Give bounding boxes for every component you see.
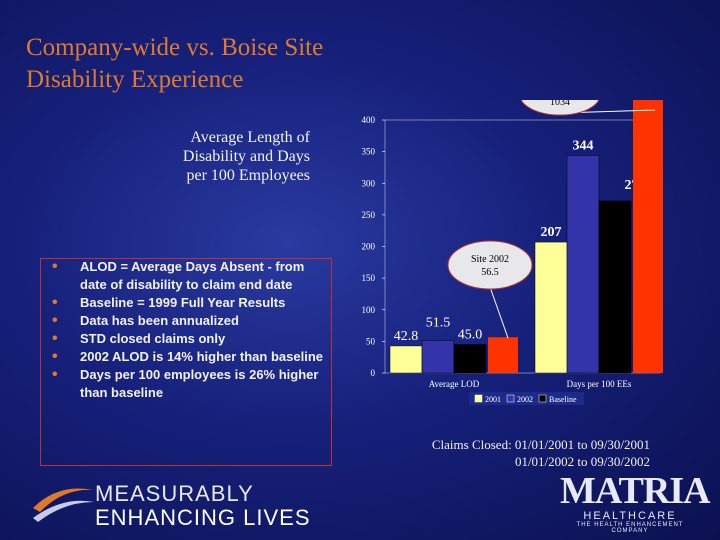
y-tick-label: 150 xyxy=(362,273,376,283)
company-logo: MATRIA HEALTHCARE THE HEALTH ENHANCEMENT… xyxy=(560,470,711,534)
y-tick-label: 50 xyxy=(366,336,376,346)
bullet-item: Baseline = 1999 Full Year Results xyxy=(52,294,324,312)
legend-label: Baseline xyxy=(549,395,577,404)
slide-title: Company-wide vs. Boise Site Disability E… xyxy=(26,32,323,96)
bullet-item: STD closed claims only xyxy=(52,330,324,348)
data-label: 51.5 xyxy=(426,315,451,330)
bar-2002-days xyxy=(566,155,600,374)
bar-2001-days xyxy=(534,241,568,374)
y-tick-label: 100 xyxy=(362,305,376,315)
callout-site-alod xyxy=(447,240,533,290)
tagline-line-1: MEASURABLY xyxy=(95,481,254,506)
subtitle-line-1: Average Length of xyxy=(190,129,310,146)
tagline: MEASURABLY ENHANCING LIVES xyxy=(95,482,311,530)
bullet-item: Days per 100 employees is 26% higher tha… xyxy=(52,366,324,402)
legend-swatch-2001 xyxy=(474,394,483,403)
callout-site-days xyxy=(520,100,600,116)
callout-site-days-line-2: 1034 xyxy=(550,100,570,108)
claims-closed-note: Claims Closed: 01/01/2001 to 09/30/2001 … xyxy=(390,436,650,470)
callout-site-alod-pointer xyxy=(489,286,509,339)
bar-2002-alod xyxy=(421,340,455,374)
bar-chart: 0 50 100 150 200 250 300 350 400 42.8 51.5 45.0 Aver… xyxy=(362,100,663,405)
logo-slogan: THE HEALTH ENHANCEMENT COMPANY xyxy=(576,522,684,534)
bullet-list: ALOD = Average Days Absent - from date o… xyxy=(52,258,324,402)
title-line-1: Company-wide vs. Boise Site xyxy=(26,34,324,61)
legend-box xyxy=(469,392,584,405)
data-label: 45.0 xyxy=(458,328,483,343)
y-tick-label: 200 xyxy=(362,242,376,252)
data-label: 42.8 xyxy=(394,329,419,344)
subtitle-line-2: Disability and Days xyxy=(182,148,310,165)
y-tick-label: 400 xyxy=(362,115,376,125)
title-line-2: Disability Experience xyxy=(26,66,244,93)
legend-label: 2002 xyxy=(517,395,533,404)
callout-site-alod-line-1: Site 2002 xyxy=(471,254,509,265)
legend-swatch-baseline xyxy=(538,394,547,403)
logo-subtitle: HEALTHCARE xyxy=(583,510,677,522)
swoosh-icon xyxy=(33,488,94,522)
y-tick-label: 0 xyxy=(371,368,376,378)
x-axis-label: Days per 100 EEs xyxy=(567,379,632,389)
bar-baseline-alod xyxy=(453,344,487,374)
footnote-line-1: Claims Closed: 01/01/2001 to 09/30/2001 xyxy=(431,437,650,452)
data-label: 207 xyxy=(541,225,562,240)
x-axis-label: Average LOD xyxy=(429,379,480,389)
callout-site-alod-line-2: 56.5 xyxy=(481,267,499,278)
subtitle-line-3: per 100 Employees xyxy=(186,167,310,184)
tagline-line-2: ENHANCING LIVES xyxy=(95,505,311,530)
bullet-item: ALOD = Average Days Absent - from date o… xyxy=(52,258,324,294)
data-label: 344 xyxy=(573,138,594,153)
y-tick-label: 250 xyxy=(362,210,376,220)
bullet-item: 2002 ALOD is 14% higher than baseline xyxy=(52,348,324,366)
legend-swatch-2002 xyxy=(506,394,515,403)
bar-site-2002-days xyxy=(633,100,663,373)
y-tick-label: 300 xyxy=(362,178,376,188)
bullet-item: Data has been annualized xyxy=(52,312,324,330)
chart-subtitle: Average Length of Disability and Days pe… xyxy=(140,128,310,185)
bar-2001-alod xyxy=(389,345,423,374)
bar-site-2002-alod xyxy=(488,337,518,373)
logo-name: MATRIA xyxy=(560,470,711,512)
bar-baseline-days xyxy=(598,200,632,374)
y-tick-label: 350 xyxy=(362,147,376,157)
footnote-line-2: 01/01/2002 to 09/30/2002 xyxy=(514,454,650,469)
legend-label: 2001 xyxy=(485,395,501,404)
